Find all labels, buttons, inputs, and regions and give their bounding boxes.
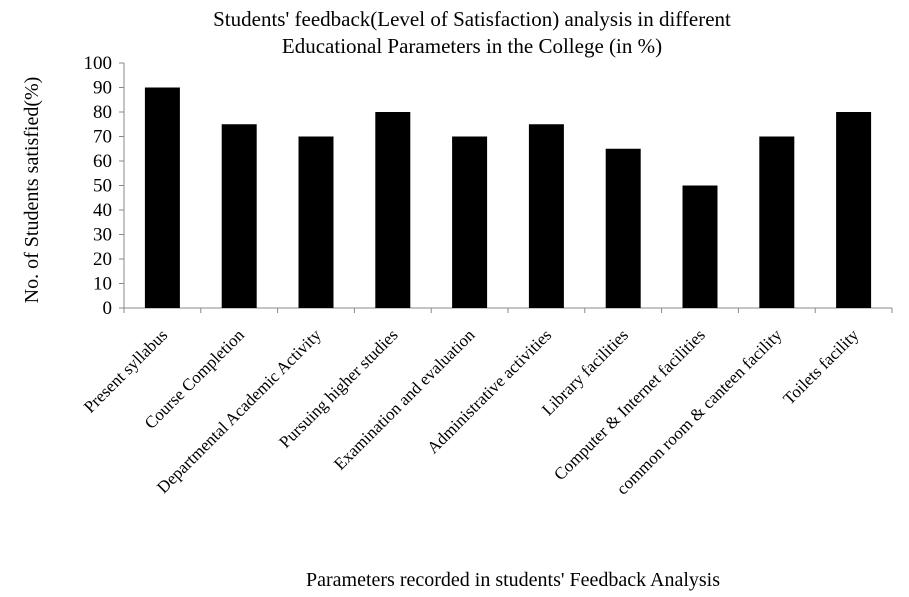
y-tick-label: 40 bbox=[93, 200, 112, 221]
y-tick-label: 90 bbox=[93, 78, 112, 99]
bar bbox=[605, 148, 641, 308]
bar bbox=[836, 112, 872, 308]
x-tick-label: Departmental Academic Activity bbox=[153, 325, 325, 497]
bar bbox=[759, 136, 795, 308]
x-tick-label: Administrative activities bbox=[423, 325, 555, 457]
y-axis-label: No. of Students satisfied(%) bbox=[21, 77, 43, 304]
y-tick-label: 70 bbox=[93, 127, 112, 148]
x-tick-label: Computer & Internet facilities bbox=[550, 325, 709, 484]
bar bbox=[221, 124, 257, 308]
y-tick-label: 10 bbox=[93, 274, 112, 295]
y-tick-label: 60 bbox=[93, 151, 112, 172]
y-tick-label: 30 bbox=[93, 225, 112, 246]
y-tick-label: 100 bbox=[84, 53, 113, 74]
bar bbox=[682, 185, 718, 308]
y-tick-label: 0 bbox=[103, 298, 113, 319]
x-tick-label: common room & canteen facility bbox=[613, 325, 786, 498]
y-tick-label: 20 bbox=[93, 249, 112, 270]
y-tick-label: 50 bbox=[93, 176, 112, 197]
x-axis-label: Parameters recorded in students' Feedbac… bbox=[306, 569, 720, 591]
bar bbox=[528, 124, 564, 308]
chart-title-line-1: Students' feedback(Level of Satisfaction… bbox=[213, 7, 731, 31]
x-tick-label: Examination and evaluation bbox=[330, 325, 479, 474]
bar bbox=[298, 136, 334, 308]
bar bbox=[144, 87, 180, 308]
y-tick-label: 80 bbox=[93, 102, 112, 123]
x-tick-label: Toilets facility bbox=[779, 325, 862, 408]
bar bbox=[375, 112, 411, 308]
chart-title-line-2: Educational Parameters in the College (i… bbox=[282, 34, 662, 58]
bar bbox=[452, 136, 488, 308]
